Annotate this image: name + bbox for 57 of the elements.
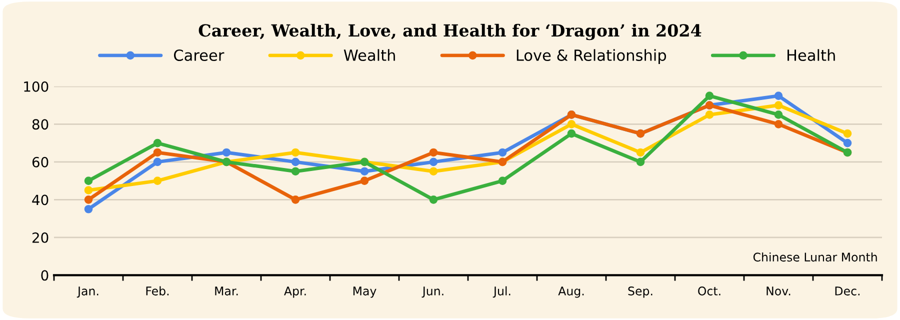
point — [567, 120, 576, 128]
legend-label: Love & Relationship — [516, 49, 666, 64]
point — [84, 186, 93, 194]
x-axis-title: Chinese Lunar Month — [753, 252, 877, 262]
point — [843, 138, 852, 148]
y-tick-label: 80 — [32, 119, 48, 130]
point — [84, 176, 93, 185]
point — [843, 129, 852, 138]
legend-label: Career — [174, 49, 224, 61]
point — [705, 92, 714, 100]
point — [429, 158, 438, 166]
y-tick-label: 60 — [32, 156, 48, 168]
point — [498, 176, 507, 185]
y-tick-label: 0 — [41, 270, 48, 281]
point — [153, 148, 162, 157]
y-tick-label: 100 — [24, 81, 48, 92]
point — [153, 176, 162, 185]
point — [153, 138, 162, 148]
point — [360, 167, 369, 176]
legend-label: Wealth — [344, 49, 395, 61]
point — [636, 158, 645, 166]
point — [774, 110, 783, 119]
x-tick-label: Aug. — [558, 286, 584, 298]
point — [705, 110, 714, 119]
x-tick-label: May — [353, 286, 376, 298]
x-tick-label: Feb. — [146, 286, 169, 296]
x-tick-label: Sep. — [628, 286, 652, 298]
point — [291, 148, 300, 157]
point — [222, 148, 231, 157]
chart-title: Career, Wealth, Love, and Health for ‘Dragon’ in 2024 — [198, 24, 702, 40]
point — [291, 158, 300, 166]
point — [774, 101, 783, 110]
x-tick-label: Mar. — [215, 286, 238, 296]
point — [153, 158, 162, 166]
point — [774, 120, 783, 128]
point — [360, 176, 369, 185]
x-tick-label: Apr. — [284, 286, 306, 298]
point — [429, 148, 438, 157]
point — [291, 196, 300, 204]
point — [636, 148, 645, 157]
legend-label: Health — [788, 49, 835, 61]
x-tick-label: Dec. — [835, 286, 860, 296]
y-tick-label: 20 — [32, 232, 48, 243]
point — [429, 196, 438, 204]
point — [84, 196, 93, 204]
x-tick-label: Jan. — [76, 286, 98, 298]
point — [84, 204, 93, 214]
point — [429, 167, 438, 176]
x-tick-label: Oct. — [698, 286, 720, 296]
point — [774, 92, 783, 100]
point — [291, 167, 300, 176]
point — [567, 129, 576, 138]
x-tick-label: Jul. — [492, 286, 510, 298]
y-tick-label: 40 — [32, 194, 48, 206]
point — [498, 148, 507, 157]
x-tick-label: Nov. — [766, 286, 790, 296]
x-tick-label: Jun. — [422, 286, 444, 298]
